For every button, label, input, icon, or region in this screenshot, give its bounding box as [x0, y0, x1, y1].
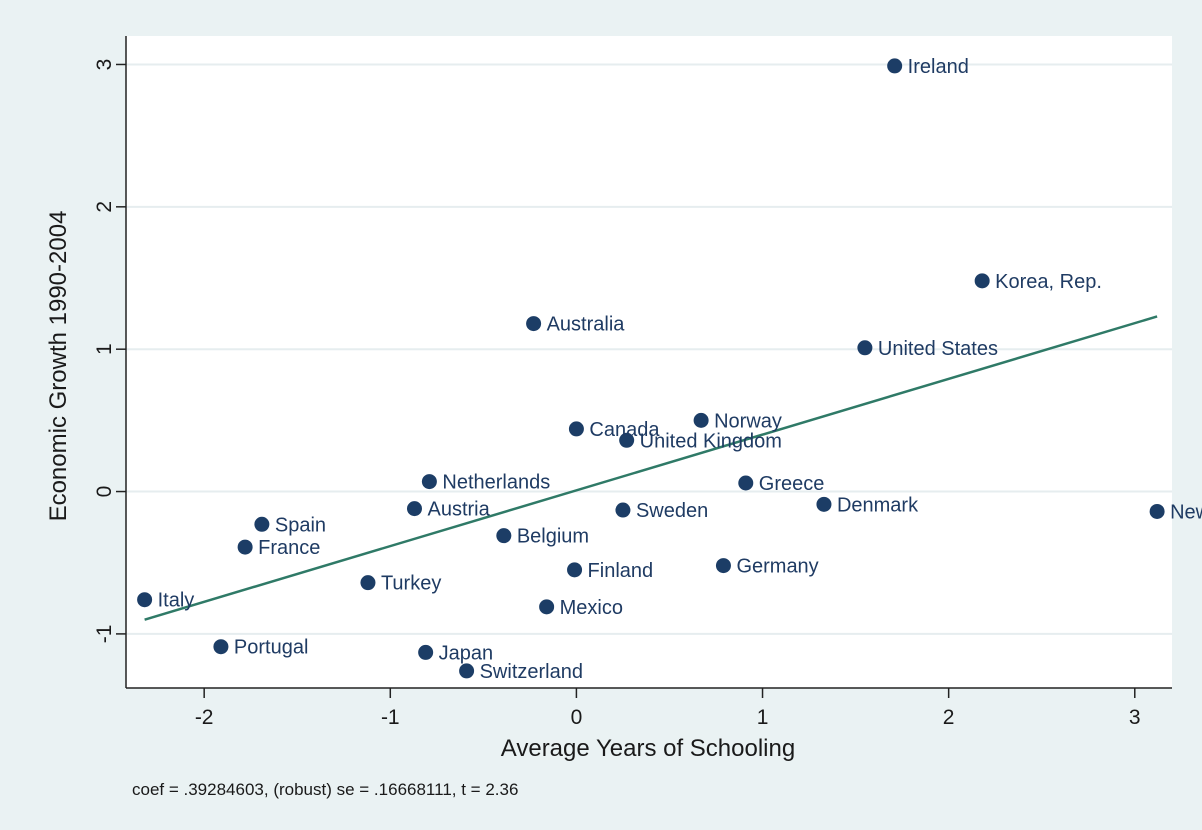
data-point	[213, 639, 229, 655]
data-point	[816, 496, 832, 512]
data-point	[539, 599, 555, 615]
y-tick-label: 2	[93, 201, 116, 213]
point-label: Portugal	[234, 637, 308, 659]
data-point	[1149, 503, 1165, 519]
point-label: Turkey	[381, 573, 441, 595]
data-point	[974, 273, 990, 289]
point-label: Australia	[547, 314, 626, 336]
y-tick-label: -1	[93, 625, 116, 644]
point-label: Denmark	[837, 494, 919, 516]
data-points	[137, 58, 1165, 679]
data-point	[857, 340, 873, 356]
point-label: Austria	[427, 499, 490, 521]
x-tick-label: -2	[195, 706, 214, 729]
data-point	[360, 575, 376, 591]
data-point	[887, 58, 903, 74]
point-label: Netherlands	[442, 472, 550, 494]
point-label: Germany	[736, 556, 818, 578]
x-tick-label: 3	[1129, 706, 1141, 729]
point-label: Mexico	[560, 597, 623, 619]
fit-line-group	[144, 315, 1158, 621]
x-tick-label: 2	[943, 706, 955, 729]
y-tick-label: 3	[93, 59, 116, 71]
data-point	[619, 432, 635, 448]
data-point	[418, 644, 434, 660]
point-label: Belgium	[517, 526, 589, 548]
data-point	[738, 475, 754, 491]
data-point	[459, 663, 475, 679]
data-point	[254, 516, 270, 532]
point-label: Korea, Rep.	[995, 271, 1102, 293]
y-tick-label: 0	[93, 486, 116, 498]
data-point	[567, 562, 583, 578]
plot-area	[126, 36, 1172, 688]
data-point	[693, 412, 709, 428]
data-point	[526, 316, 542, 332]
point-label: Japan	[439, 642, 494, 664]
data-point	[421, 474, 437, 490]
data-point	[137, 592, 153, 608]
data-point	[615, 502, 631, 518]
point-label: Finland	[588, 560, 654, 582]
point-label: Ireland	[908, 56, 969, 78]
point-label: Switzerland	[480, 661, 583, 683]
x-tick-label: -1	[381, 706, 400, 729]
data-point	[496, 528, 512, 544]
y-tick-label: 1	[93, 343, 116, 355]
point-label: Italy	[158, 590, 195, 612]
y-axis-title: Economic Growth 1990-2004	[45, 211, 72, 522]
point-label: Spain	[275, 514, 326, 536]
gridlines	[126, 63, 1172, 635]
x-tick-label: 1	[757, 706, 769, 729]
point-label: Norway	[714, 410, 782, 432]
point-label: Sweden	[636, 500, 708, 522]
axes	[116, 36, 1172, 698]
data-point	[237, 539, 253, 555]
point-label: Greece	[759, 473, 825, 495]
data-point	[406, 501, 422, 517]
fit-line	[144, 315, 1158, 621]
data-point	[568, 421, 584, 437]
point-labels: Ireland Korea, Rep. Australia United States…	[158, 56, 1202, 683]
regression-note: coef = .39284603, (robust) se = .1666811…	[132, 780, 518, 799]
point-label: United States	[878, 338, 998, 360]
point-label: United Kingdom	[640, 430, 782, 452]
data-point	[715, 558, 731, 574]
point-label: New	[1170, 501, 1202, 523]
x-tick-label: 0	[571, 706, 583, 729]
point-label: Canada	[589, 419, 660, 441]
point-label: France	[258, 537, 320, 559]
x-axis-title: Average Years of Schooling	[501, 735, 795, 762]
tick-labels: -1 0 1 2 3 -2 -1 0 1 2 3	[93, 59, 1141, 729]
